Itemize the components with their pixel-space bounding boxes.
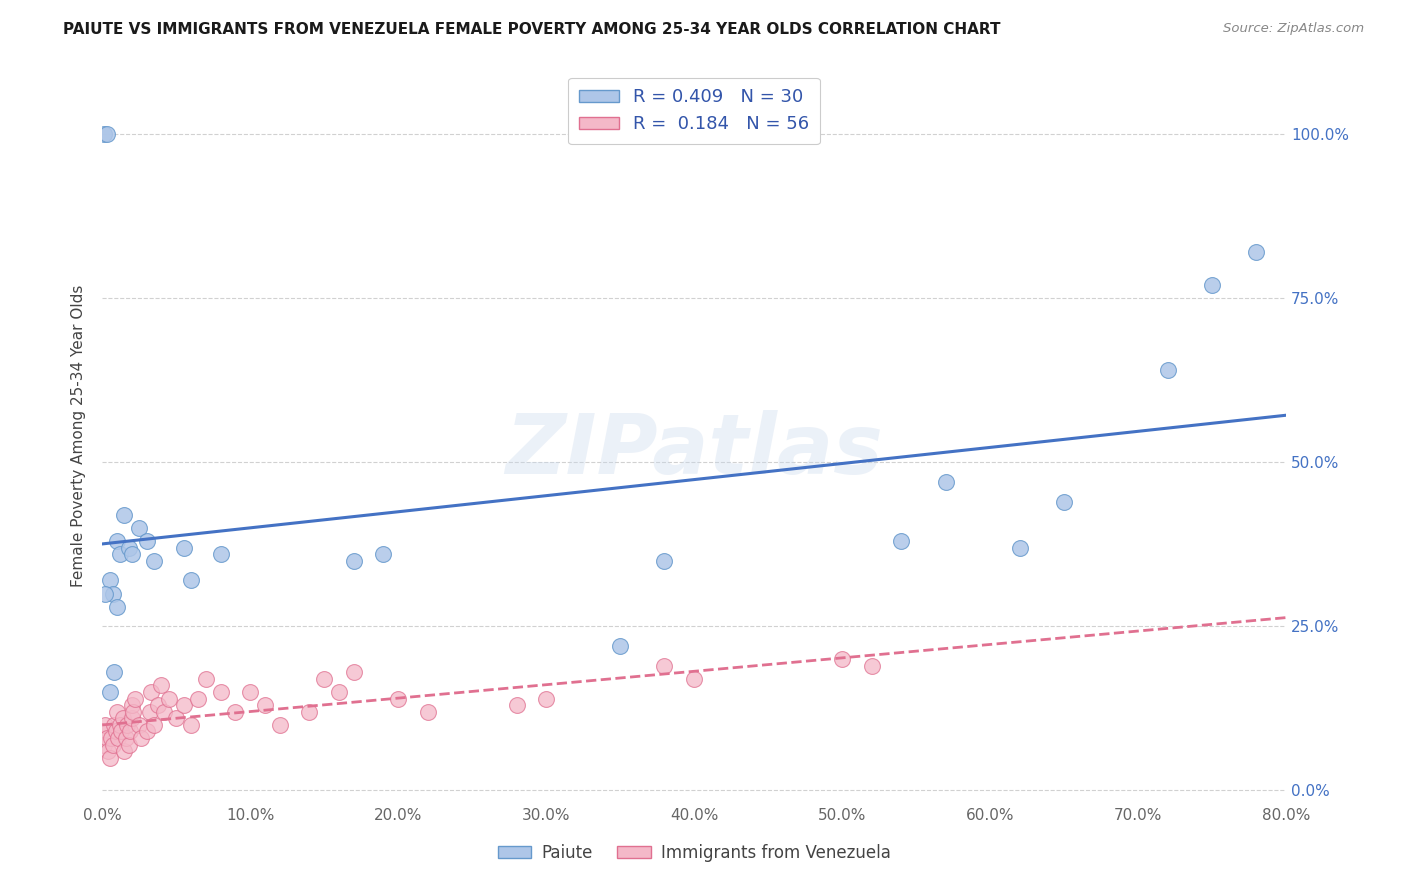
Point	[1246, 245, 1268, 260]
Point	[115, 731, 138, 745]
Point	[103, 718, 125, 732]
Y-axis label: Female Poverty Among 25-34 Year Olds: Female Poverty Among 25-34 Year Olds	[72, 285, 86, 587]
Point	[101, 586, 124, 600]
Point	[128, 718, 150, 732]
Point	[165, 711, 187, 725]
Point	[416, 705, 439, 719]
Point	[143, 554, 166, 568]
Point	[173, 698, 195, 713]
Point	[105, 705, 128, 719]
Point	[93, 738, 115, 752]
Point	[135, 724, 157, 739]
Point	[122, 705, 145, 719]
Point	[209, 685, 232, 699]
Point	[373, 547, 395, 561]
Legend: R = 0.409   N = 30, R =  0.184   N = 56: R = 0.409 N = 30, R = 0.184 N = 56	[568, 78, 820, 145]
Point	[180, 718, 202, 732]
Point	[314, 672, 336, 686]
Text: ZIPatlas: ZIPatlas	[505, 410, 883, 491]
Point	[91, 724, 114, 739]
Point	[328, 685, 350, 699]
Point	[104, 724, 127, 739]
Point	[157, 691, 180, 706]
Point	[654, 658, 676, 673]
Point	[253, 698, 276, 713]
Point	[505, 698, 527, 713]
Point	[860, 658, 883, 673]
Point	[153, 705, 176, 719]
Point	[935, 475, 957, 489]
Point	[108, 718, 131, 732]
Point	[534, 691, 557, 706]
Point	[209, 547, 232, 561]
Point	[101, 738, 124, 752]
Point	[94, 718, 117, 732]
Point	[194, 672, 217, 686]
Point	[105, 534, 128, 549]
Point	[96, 127, 118, 141]
Point	[180, 574, 202, 588]
Point	[135, 534, 157, 549]
Point	[110, 724, 132, 739]
Point	[112, 744, 135, 758]
Point	[138, 705, 160, 719]
Point	[150, 678, 173, 692]
Point	[298, 705, 321, 719]
Point	[269, 718, 291, 732]
Point	[343, 665, 366, 680]
Point	[831, 652, 853, 666]
Point	[121, 698, 143, 713]
Point	[343, 554, 366, 568]
Point	[93, 127, 115, 141]
Text: PAIUTE VS IMMIGRANTS FROM VENEZUELA FEMALE POVERTY AMONG 25-34 YEAR OLDS CORRELA: PAIUTE VS IMMIGRANTS FROM VENEZUELA FEMA…	[63, 22, 1001, 37]
Point	[173, 541, 195, 555]
Point	[120, 724, 142, 739]
Text: Source: ZipAtlas.com: Source: ZipAtlas.com	[1223, 22, 1364, 36]
Point	[98, 574, 121, 588]
Point	[1053, 494, 1076, 508]
Point	[103, 665, 125, 680]
Point	[1201, 278, 1223, 293]
Point	[124, 691, 146, 706]
Point	[1156, 363, 1178, 377]
Point	[97, 744, 120, 758]
Point	[105, 599, 128, 614]
Point	[143, 718, 166, 732]
Point	[108, 547, 131, 561]
Point	[107, 731, 129, 745]
Point	[96, 731, 118, 745]
Point	[1008, 541, 1031, 555]
Point	[121, 547, 143, 561]
Point	[100, 731, 122, 745]
Point	[609, 639, 631, 653]
Point	[239, 685, 262, 699]
Point	[118, 541, 141, 555]
Point	[117, 718, 139, 732]
Point	[654, 554, 676, 568]
Point	[98, 750, 121, 764]
Point	[128, 521, 150, 535]
Point	[121, 711, 143, 725]
Point	[224, 705, 246, 719]
Point	[387, 691, 409, 706]
Point	[139, 685, 162, 699]
Point	[98, 685, 121, 699]
Point	[112, 508, 135, 522]
Point	[890, 534, 912, 549]
Point	[129, 731, 152, 745]
Point	[111, 711, 134, 725]
Point	[118, 738, 141, 752]
Point	[683, 672, 706, 686]
Point	[148, 698, 170, 713]
Point	[94, 586, 117, 600]
Point	[187, 691, 209, 706]
